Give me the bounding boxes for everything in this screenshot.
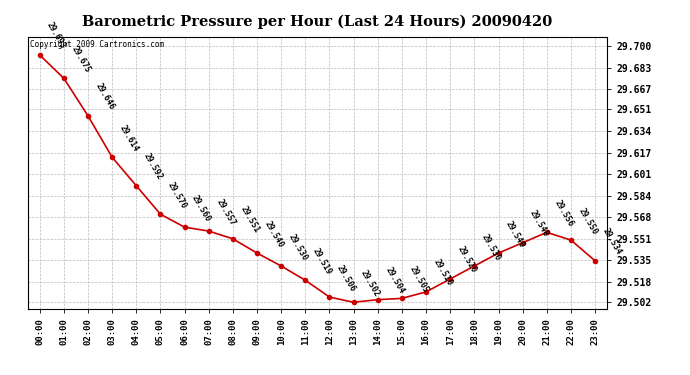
Text: Copyright 2009 Cartronics.com: Copyright 2009 Cartronics.com — [30, 40, 165, 49]
Text: 29.551: 29.551 — [239, 205, 261, 235]
Text: 29.530: 29.530 — [287, 232, 309, 262]
Text: 29.510: 29.510 — [432, 258, 454, 288]
Text: 29.534: 29.534 — [601, 227, 623, 256]
Text: 29.506: 29.506 — [335, 263, 357, 293]
Text: 29.646: 29.646 — [94, 82, 116, 112]
Text: 29.614: 29.614 — [118, 123, 140, 153]
Text: 29.504: 29.504 — [384, 266, 406, 296]
Text: 29.502: 29.502 — [359, 268, 382, 298]
Text: 29.540: 29.540 — [263, 219, 285, 249]
Text: Barometric Pressure per Hour (Last 24 Hours) 20090420: Barometric Pressure per Hour (Last 24 Ho… — [82, 15, 553, 29]
Text: 29.675: 29.675 — [70, 44, 92, 74]
Text: 29.520: 29.520 — [456, 245, 478, 275]
Text: 29.557: 29.557 — [215, 197, 237, 227]
Text: 29.693: 29.693 — [46, 21, 68, 51]
Text: 29.592: 29.592 — [142, 152, 164, 182]
Text: 29.548: 29.548 — [529, 209, 551, 238]
Text: 29.505: 29.505 — [408, 264, 430, 294]
Text: 29.519: 29.519 — [311, 246, 333, 276]
Text: 29.570: 29.570 — [166, 180, 188, 210]
Text: 29.560: 29.560 — [190, 193, 213, 223]
Text: 29.540: 29.540 — [504, 219, 526, 249]
Text: 29.556: 29.556 — [553, 198, 575, 228]
Text: 29.550: 29.550 — [577, 206, 599, 236]
Text: 29.530: 29.530 — [480, 232, 502, 262]
